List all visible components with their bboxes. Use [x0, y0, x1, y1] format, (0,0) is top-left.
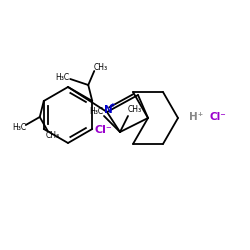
Text: N: N	[104, 105, 112, 115]
Text: CH₃: CH₃	[46, 130, 60, 140]
Text: H₃C: H₃C	[13, 124, 27, 132]
Text: CH₃: CH₃	[93, 62, 107, 72]
Text: H⁺: H⁺	[189, 112, 203, 122]
Text: Cl⁻: Cl⁻	[94, 125, 112, 135]
Text: H₃C: H₃C	[89, 108, 103, 116]
Text: H₃C: H₃C	[55, 74, 69, 82]
Text: CH₃: CH₃	[128, 106, 142, 114]
Text: Cl⁻: Cl⁻	[210, 112, 226, 122]
Text: +: +	[109, 102, 115, 108]
